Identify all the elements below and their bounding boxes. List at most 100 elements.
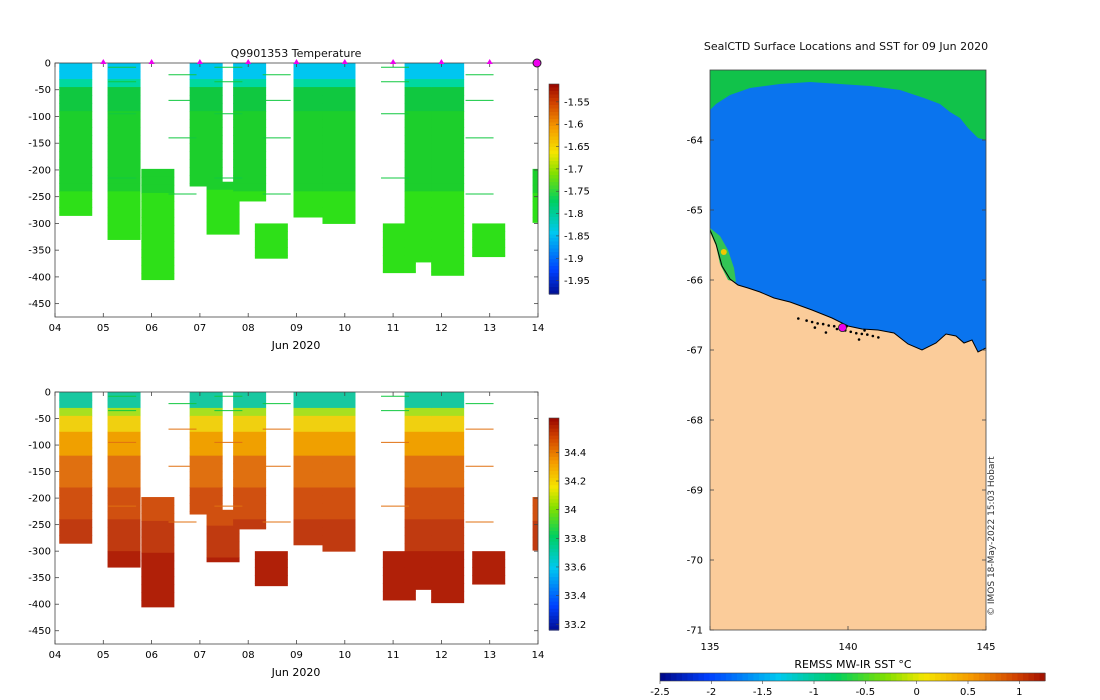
profile-cell-0	[59, 455, 93, 465]
profile-cell-11	[431, 487, 465, 496]
sst-colorbar-segment	[742, 673, 749, 681]
profile-cell-5	[233, 447, 267, 457]
profile-cell-7	[293, 527, 327, 536]
profile-cell-7	[293, 495, 327, 504]
sst-colorbar-segment	[770, 673, 777, 681]
profile-cell-10	[404, 423, 438, 433]
sst-colorbar-segment	[979, 673, 986, 681]
profile-cell-2	[141, 200, 175, 210]
colorbar-tick-label: -1.75	[564, 187, 590, 198]
profile-cell-7	[293, 175, 327, 184]
profile-cell-7	[293, 455, 327, 465]
profile-cell-5	[233, 519, 267, 528]
profile-cell-7	[293, 159, 327, 168]
profile-cell-2	[141, 168, 175, 178]
x-tick-label: 09	[290, 650, 303, 661]
profile-cell-7	[293, 167, 327, 176]
profile-cell-11	[431, 87, 465, 96]
colorbar-segment	[549, 238, 559, 243]
profile-cell-11	[431, 479, 465, 488]
profile-cell-4	[206, 205, 240, 215]
profile-cell-7	[293, 511, 327, 520]
profile-cell-10	[404, 207, 438, 216]
profile-cell-5	[233, 487, 267, 496]
profile-cell-13	[532, 536, 538, 546]
colorbar-segment	[549, 453, 559, 458]
profile-cell-6	[254, 247, 288, 257]
sst-colorbar-segment	[786, 673, 793, 681]
colorbar-segment	[549, 569, 559, 575]
profile-cell-0	[59, 183, 93, 192]
colorbar-tick-label: -1.95	[564, 276, 590, 287]
sst-colorbar-segment	[759, 673, 766, 681]
profile-cell-2	[141, 600, 175, 608]
profile-cell-8	[322, 79, 356, 88]
profile-cell-0	[59, 207, 93, 216]
profile-cell-4	[206, 189, 240, 199]
surface-marker	[293, 59, 300, 64]
profile-cell-8	[322, 495, 356, 504]
profile-cell-0	[59, 503, 93, 512]
colorbar-segment	[549, 269, 559, 274]
profile-cell-0	[59, 127, 93, 136]
profile-cell-10	[404, 535, 438, 544]
profile-cell-7	[293, 487, 327, 496]
profile-cell-0	[59, 103, 93, 112]
profile-cell-1	[107, 151, 141, 160]
profile-cell-3	[189, 495, 223, 504]
profile-cell-9	[382, 223, 416, 232]
colorbar-tick-label: 34	[564, 505, 577, 516]
profile-cell-10	[404, 471, 438, 481]
profile-cell-4	[206, 533, 240, 543]
sst-colorbar-segment	[671, 673, 678, 681]
profile-cell-10	[404, 559, 438, 568]
salinity-colorbar: 34.4 34.2 34 33.8 33.6 33.4 33.2	[548, 417, 586, 631]
profile-cell-3	[189, 79, 223, 88]
profile-cell-7	[293, 191, 327, 200]
sst-colorbar-segment	[704, 673, 711, 681]
colorbar-segment	[549, 562, 559, 567]
profile-cell-4	[206, 525, 240, 535]
profile-cell-13	[532, 200, 538, 210]
profile-cell-8	[322, 175, 356, 184]
profile-cell-1	[107, 503, 141, 512]
sst-colorbar-segment	[731, 673, 738, 681]
profile-cell-11	[431, 511, 465, 520]
sst-colorbar-segment	[896, 673, 903, 681]
map-y-tick-label: -69	[687, 486, 703, 497]
sst-colorbar-segment	[1006, 673, 1013, 681]
profile-cell-1	[107, 111, 141, 120]
profile-cell-7	[293, 199, 327, 208]
colorbar-segment	[549, 98, 559, 103]
profile-cell-2	[141, 273, 175, 281]
profile-cell-10	[404, 183, 438, 192]
profile-cell-5	[233, 159, 267, 168]
profile-cell-3	[189, 447, 223, 457]
y-tick-label: -50	[35, 85, 51, 96]
x-tick-label: 13	[483, 323, 496, 334]
colorbar-segment	[549, 231, 559, 236]
sst-colorbar-segment	[935, 673, 942, 681]
profile-cell-1	[107, 471, 141, 481]
colorbar-segment	[549, 108, 559, 113]
profile-cell-11	[431, 159, 465, 168]
colorbar-segment	[549, 252, 559, 257]
profile-cell-11	[431, 455, 465, 465]
profile-cell-5	[233, 151, 267, 160]
colorbar-segment	[549, 601, 559, 606]
sst-colorbar-segment	[984, 673, 991, 681]
profile-cell-5	[233, 71, 267, 80]
colorbar-segment	[549, 255, 559, 260]
profile-cell-4	[206, 229, 240, 235]
profile-cell-2	[141, 592, 175, 601]
colorbar-segment	[549, 283, 559, 288]
colorbar-segment	[549, 622, 559, 628]
profile-cell-13	[532, 184, 538, 194]
surface-marker	[148, 59, 155, 64]
profile-cell-8	[322, 415, 356, 425]
profile-cell-0	[59, 471, 93, 481]
profile-cell-10	[404, 191, 438, 200]
colorbar-segment	[549, 541, 559, 546]
profile-cell-11	[431, 71, 465, 80]
profile-cell-1	[107, 447, 141, 457]
